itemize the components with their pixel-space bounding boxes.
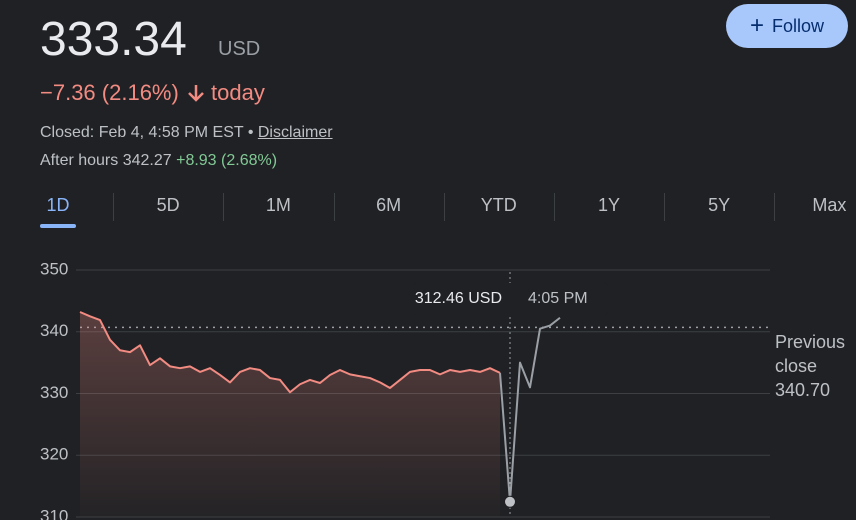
previous-close-label: Previous close 340.70 <box>775 330 855 402</box>
series-line <box>499 316 561 503</box>
tab[interactable]: 6M <box>376 195 402 215</box>
disclaimer-link[interactable]: Disclaimer <box>257 124 333 141</box>
currency: USD <box>218 38 261 60</box>
tab[interactable]: 1D <box>46 195 70 215</box>
y-tick-label: 350 <box>40 259 68 278</box>
change: −7.36 (2.16%) <box>40 80 179 105</box>
tab-separator <box>113 193 115 221</box>
previous-close-text: Previous close <box>775 332 846 376</box>
follow-button[interactable]: + Follow <box>726 4 848 48</box>
y-tick-label: 340 <box>40 321 68 340</box>
tab-separator <box>774 193 776 221</box>
closed-info: Closed: Feb 4, 4:58 PM EST • Disclaimer <box>40 124 333 142</box>
tooltip-price: 312.46 USD <box>415 290 502 307</box>
y-tick-label: 320 <box>40 445 68 464</box>
y-tick-label: 310 <box>40 506 68 520</box>
tab-separator <box>223 193 225 221</box>
y-tick-label: 330 <box>40 383 68 402</box>
previous-close-value: 340.70 <box>775 380 831 400</box>
closed-text: Closed: Feb 4, 4:58 PM EST <box>40 124 244 141</box>
after-hours-price: After hours 342.27 <box>40 152 172 169</box>
plus-icon: + <box>749 12 764 39</box>
tab[interactable]: YTD <box>480 195 517 215</box>
series-line <box>79 311 501 394</box>
active-tab-indicator <box>40 224 76 228</box>
tooltip-time: 4:05 PM <box>528 290 588 307</box>
area <box>80 311 500 517</box>
tab[interactable]: 5Y <box>708 195 731 215</box>
tab-separator <box>443 193 445 221</box>
tab[interactable]: 1M <box>265 195 291 215</box>
down-arrow <box>188 85 204 102</box>
tab-separator <box>333 193 335 221</box>
tab[interactable]: 5D <box>156 195 180 215</box>
after-hours: After hours 342.27 +8.93 (2.68%) <box>40 152 277 170</box>
tab[interactable]: 1Y <box>597 195 621 215</box>
tooltip-dot <box>504 495 516 508</box>
follow-label: Follow <box>772 15 825 36</box>
tooltip-box <box>412 283 608 315</box>
after-hours-change: +8.93 (2.68%) <box>176 152 278 169</box>
change-period: today <box>211 80 265 105</box>
price: 333.34 <box>40 13 187 66</box>
tab-separator <box>554 193 555 221</box>
tab-separator <box>664 193 666 221</box>
separator: • <box>247 124 254 141</box>
tab[interactable]: Max <box>812 195 847 215</box>
